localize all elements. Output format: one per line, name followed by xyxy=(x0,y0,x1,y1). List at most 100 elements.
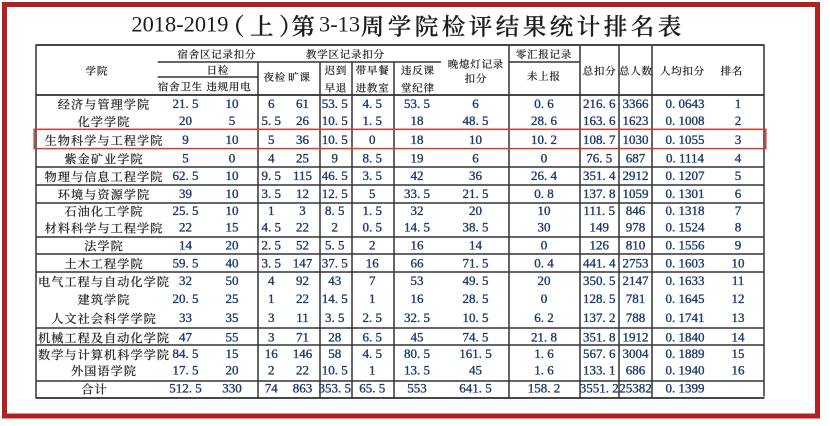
svg-text:30: 30 xyxy=(538,220,551,235)
svg-text:38. 5: 38. 5 xyxy=(463,220,489,235)
svg-text:0. 1318: 0. 1318 xyxy=(666,203,705,218)
svg-text:45: 45 xyxy=(469,362,482,377)
svg-text:115: 115 xyxy=(293,168,312,183)
svg-text:22: 22 xyxy=(179,220,192,235)
svg-text:32: 32 xyxy=(411,203,424,218)
svg-text:33: 33 xyxy=(179,310,192,325)
svg-text:62. 5: 62. 5 xyxy=(173,168,199,183)
svg-text:9: 9 xyxy=(332,150,339,165)
svg-text:37. 5: 37. 5 xyxy=(322,255,348,270)
svg-text:42: 42 xyxy=(411,168,424,183)
svg-text:2. 5: 2. 5 xyxy=(262,237,282,252)
svg-text:15: 15 xyxy=(226,220,239,235)
svg-text:10: 10 xyxy=(226,203,239,218)
svg-text:12. 5: 12. 5 xyxy=(322,186,348,201)
svg-text:1623: 1623 xyxy=(623,113,649,128)
svg-text:14. 5: 14. 5 xyxy=(322,291,348,306)
svg-text:1: 1 xyxy=(735,96,742,111)
svg-text:0: 0 xyxy=(541,291,548,306)
svg-text:50: 50 xyxy=(226,273,239,288)
svg-text:65. 5: 65. 5 xyxy=(359,381,385,396)
svg-text:4. 5: 4. 5 xyxy=(362,96,382,111)
svg-text:111. 5: 111. 5 xyxy=(583,203,615,218)
svg-text:567. 6: 567. 6 xyxy=(583,346,616,361)
svg-text:84. 5: 84. 5 xyxy=(173,346,199,361)
svg-text:0. 1840: 0. 1840 xyxy=(666,329,705,344)
svg-text:6: 6 xyxy=(472,150,479,165)
svg-text:1. 6: 1. 6 xyxy=(534,346,554,361)
svg-text:163. 6: 163. 6 xyxy=(583,113,616,128)
svg-text:1: 1 xyxy=(369,291,376,306)
svg-text:6: 6 xyxy=(472,96,479,111)
svg-text:28: 28 xyxy=(328,329,341,344)
svg-text:35: 35 xyxy=(226,310,239,325)
svg-text:14. 5: 14. 5 xyxy=(404,220,430,235)
svg-text:20: 20 xyxy=(226,237,239,252)
svg-text:0. 1556: 0. 1556 xyxy=(666,237,706,252)
svg-text:25. 5: 25. 5 xyxy=(173,203,199,218)
svg-text:3366: 3366 xyxy=(623,96,650,111)
svg-text:0. 8: 0. 8 xyxy=(534,186,554,201)
svg-text:10. 5: 10. 5 xyxy=(322,113,348,128)
svg-text:0: 0 xyxy=(541,150,548,165)
svg-text:9: 9 xyxy=(182,132,189,147)
svg-text:351. 8: 351. 8 xyxy=(583,329,616,344)
svg-text:25: 25 xyxy=(226,291,239,306)
svg-text:863: 863 xyxy=(293,381,313,396)
svg-text:687: 687 xyxy=(626,150,646,165)
svg-text:5: 5 xyxy=(369,186,376,201)
svg-text:22: 22 xyxy=(296,291,309,306)
svg-text:0. 1008: 0. 1008 xyxy=(666,113,705,128)
svg-text:53. 5: 53. 5 xyxy=(404,96,430,111)
svg-text:71. 5: 71. 5 xyxy=(463,255,489,270)
svg-text:3: 3 xyxy=(735,132,742,147)
svg-text:350. 5: 350. 5 xyxy=(583,273,616,288)
svg-text:2147: 2147 xyxy=(623,273,650,288)
svg-text:351. 4: 351. 4 xyxy=(583,168,616,183)
svg-text:1: 1 xyxy=(268,291,275,306)
svg-text:0. 1889: 0. 1889 xyxy=(666,346,705,361)
svg-text:1912: 1912 xyxy=(623,329,649,344)
svg-text:16: 16 xyxy=(732,362,746,377)
svg-text:137. 8: 137. 8 xyxy=(583,186,616,201)
svg-text:20: 20 xyxy=(538,273,551,288)
svg-text:0. 1940: 0. 1940 xyxy=(666,362,705,377)
svg-text:2: 2 xyxy=(369,237,376,252)
svg-text:20: 20 xyxy=(179,113,192,128)
svg-text:553: 553 xyxy=(407,381,427,396)
svg-text:59. 5: 59. 5 xyxy=(173,255,199,270)
svg-text:846: 846 xyxy=(626,203,646,218)
svg-text:128. 5: 128. 5 xyxy=(583,291,616,306)
svg-text:10: 10 xyxy=(226,168,239,183)
svg-text:10: 10 xyxy=(469,132,482,147)
svg-text:810: 810 xyxy=(626,237,646,252)
svg-text:43: 43 xyxy=(328,273,341,288)
svg-text:3. 5: 3. 5 xyxy=(325,310,345,325)
svg-text:16: 16 xyxy=(366,255,380,270)
svg-text:2: 2 xyxy=(735,113,742,128)
svg-text:147: 147 xyxy=(293,255,313,270)
svg-text:22: 22 xyxy=(296,362,309,377)
svg-text:33. 5: 33. 5 xyxy=(404,186,430,201)
svg-text:0. 1524: 0. 1524 xyxy=(666,220,706,235)
svg-text:3-13: 3-13 xyxy=(319,12,360,37)
svg-text:13. 5: 13. 5 xyxy=(404,362,430,377)
svg-text:158. 2: 158. 2 xyxy=(528,381,561,396)
svg-text:216. 6: 216. 6 xyxy=(583,96,616,111)
svg-text:3551. 2: 3551. 2 xyxy=(580,381,619,396)
svg-text:47: 47 xyxy=(179,329,193,344)
svg-text:15: 15 xyxy=(226,346,239,361)
svg-text:66: 66 xyxy=(411,255,425,270)
svg-text:16: 16 xyxy=(411,237,425,252)
svg-text:58: 58 xyxy=(328,346,341,361)
svg-text:10: 10 xyxy=(226,132,239,147)
svg-text:52: 52 xyxy=(296,237,309,252)
svg-text:2912: 2912 xyxy=(623,168,649,183)
svg-text:0. 5: 0. 5 xyxy=(362,220,382,235)
svg-text:0. 1603: 0. 1603 xyxy=(666,255,705,270)
svg-text:5: 5 xyxy=(229,113,236,128)
svg-text:3: 3 xyxy=(268,310,275,325)
svg-text:161. 5: 161. 5 xyxy=(459,346,492,361)
svg-text:0. 1645: 0. 1645 xyxy=(666,291,705,306)
svg-text:0. 6: 0. 6 xyxy=(534,96,554,111)
